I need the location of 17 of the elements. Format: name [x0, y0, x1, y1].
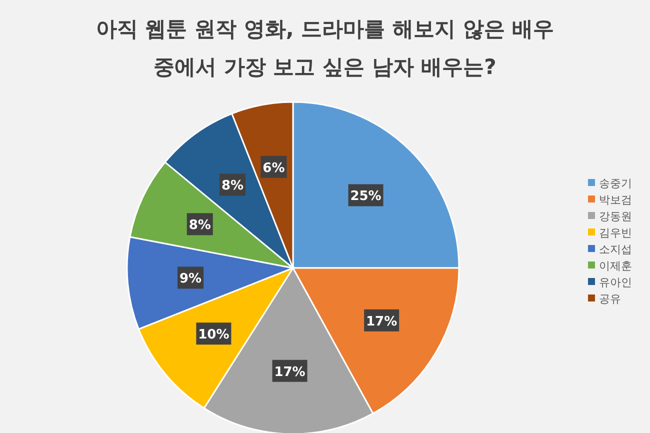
data-label: 17%	[274, 364, 306, 380]
data-label: 6%	[262, 160, 285, 176]
legend-label: 박보검	[599, 194, 632, 206]
data-label: 10%	[198, 328, 230, 343]
chart-title: 아직 웹툰 원작 영화, 드라마를 해보지 않은 배우 중에서 가장 보고 싶은 남자 배우는?	[96, 17, 554, 79]
data-label: 8%	[221, 178, 244, 194]
legend-label: 강동원	[599, 210, 632, 223]
legend-label: 소지섭	[599, 243, 632, 256]
data-label: 9%	[180, 272, 202, 287]
legend-label: 김우빈	[599, 226, 632, 240]
data-label: 8%	[188, 218, 211, 234]
data-label: 25%	[350, 189, 382, 204]
legend-label: 공유	[599, 292, 621, 306]
legend-label: 유아인	[599, 276, 632, 289]
data-label: 17%	[366, 314, 398, 330]
legend-label: 송중기	[599, 177, 632, 190]
legend-label: 이제훈	[599, 260, 632, 272]
